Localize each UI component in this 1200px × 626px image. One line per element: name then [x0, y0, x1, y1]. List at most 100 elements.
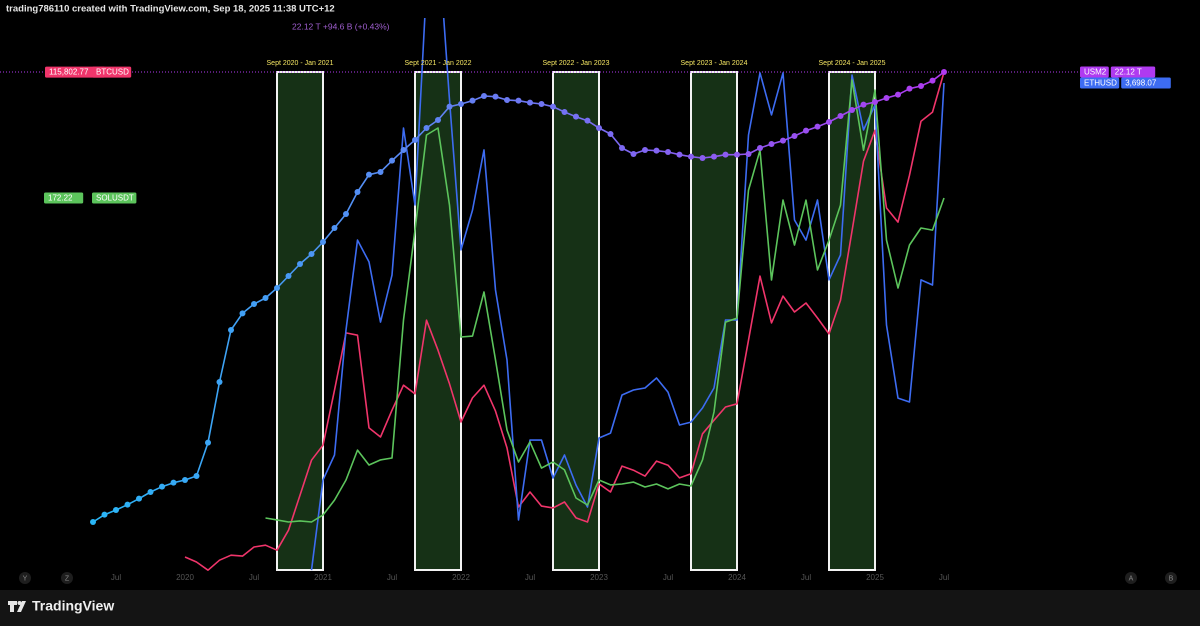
series-marker [665, 149, 671, 155]
series-marker [354, 189, 361, 195]
x-tick-label: Jul [387, 573, 397, 582]
series-marker [423, 125, 430, 131]
series-marker [711, 153, 717, 160]
series-marker [147, 489, 154, 495]
series-name-tag [92, 66, 132, 78]
series-marker [929, 77, 936, 84]
series-marker [159, 483, 165, 490]
x-tick-label: 2022 [452, 573, 470, 582]
price-tag-label: 3,698.07 [1125, 79, 1157, 88]
series-marker [331, 225, 338, 231]
series-marker [630, 151, 637, 157]
series-marker [343, 211, 349, 217]
series-marker [596, 125, 602, 131]
corner-button-label: Z [65, 575, 70, 582]
x-tick-label: 2025 [866, 573, 884, 582]
series-marker [814, 123, 821, 130]
series-marker [412, 137, 418, 143]
series-marker [803, 127, 809, 134]
footer-bar [0, 590, 1200, 626]
series-marker [285, 273, 292, 279]
series-marker [745, 151, 752, 157]
zone-label: Sept 2021 - Jan 2022 [405, 60, 472, 67]
series-name: USM2 [1084, 68, 1107, 77]
series-marker [435, 117, 441, 123]
series-marker [320, 239, 326, 245]
series-marker [124, 501, 131, 508]
series-marker [895, 91, 901, 98]
series-marker [216, 379, 223, 385]
series-marker [837, 113, 844, 119]
series-marker [849, 107, 855, 113]
series-marker [607, 131, 614, 137]
series-marker [308, 251, 315, 257]
corner-button-label: A [1129, 575, 1134, 582]
series-marker [136, 495, 142, 502]
series-marker [469, 97, 476, 104]
series-marker [676, 151, 683, 158]
brand-name: TradingView [32, 598, 114, 614]
series-line [184, 71, 945, 571]
series-marker [446, 103, 453, 110]
price-tag-label: 172.22 [48, 194, 73, 203]
series-marker [734, 151, 740, 158]
series-marker [366, 171, 372, 178]
zone-label: Sept 2024 - Jan 2025 [819, 60, 886, 67]
x-tick-label: Jul [525, 573, 535, 582]
series-marker [550, 103, 556, 110]
series-marker [262, 295, 269, 301]
zone-label: Sept 2022 - Jan 2023 [543, 60, 610, 67]
series-marker [228, 327, 234, 333]
x-tick-label: Jul [111, 573, 121, 582]
price-tag-label: 22.12 T [1115, 68, 1142, 77]
series-marker [780, 137, 786, 144]
series-marker [826, 119, 832, 125]
corner-button [19, 572, 31, 584]
series-marker [699, 155, 706, 161]
corner-button [61, 572, 73, 584]
x-tick-label: 2020 [176, 573, 194, 582]
x-tick-label: 2021 [314, 573, 332, 582]
brand-logo [8, 601, 26, 612]
zone-box [276, 71, 324, 571]
zone-box [828, 71, 876, 571]
series-marker [872, 99, 878, 105]
series-marker [688, 153, 694, 160]
series-marker [573, 113, 579, 120]
series-name-tag [1080, 66, 1109, 78]
corner-button-label: Y [23, 575, 28, 582]
series-name-tag [1080, 77, 1120, 89]
zone-label: Sept 2020 - Jan 2021 [267, 60, 334, 67]
series-marker [504, 97, 510, 103]
price-tag-label: 115,802.77 [49, 68, 89, 77]
series-marker [527, 99, 533, 106]
series-marker [101, 511, 108, 518]
price-tag [44, 192, 84, 204]
corner-button [1165, 572, 1177, 584]
series-marker [883, 95, 890, 101]
series-name-tag [92, 192, 137, 204]
series-marker [653, 147, 660, 154]
series-line [310, 18, 945, 571]
series-marker [274, 285, 280, 291]
series-marker [860, 101, 867, 108]
series-marker [492, 93, 499, 100]
series-marker [584, 117, 591, 124]
series-marker [389, 157, 395, 164]
series-marker [941, 69, 947, 75]
series-line [265, 79, 945, 523]
price-tag [45, 66, 105, 78]
x-tick-label: Jul [663, 573, 673, 582]
series-marker [458, 101, 464, 107]
series-marker [768, 141, 775, 147]
price-tag [1110, 66, 1156, 78]
series-marker [642, 147, 648, 153]
x-tick-label: Jul [801, 573, 811, 582]
x-tick-label: 2023 [590, 573, 608, 582]
series-marker [918, 83, 924, 89]
series-name: SOLUSDT [96, 194, 134, 203]
series-marker [170, 479, 177, 486]
series-marker [193, 473, 200, 479]
series-name: BTCUSD [96, 68, 129, 77]
x-tick-label: Jul [939, 573, 949, 582]
